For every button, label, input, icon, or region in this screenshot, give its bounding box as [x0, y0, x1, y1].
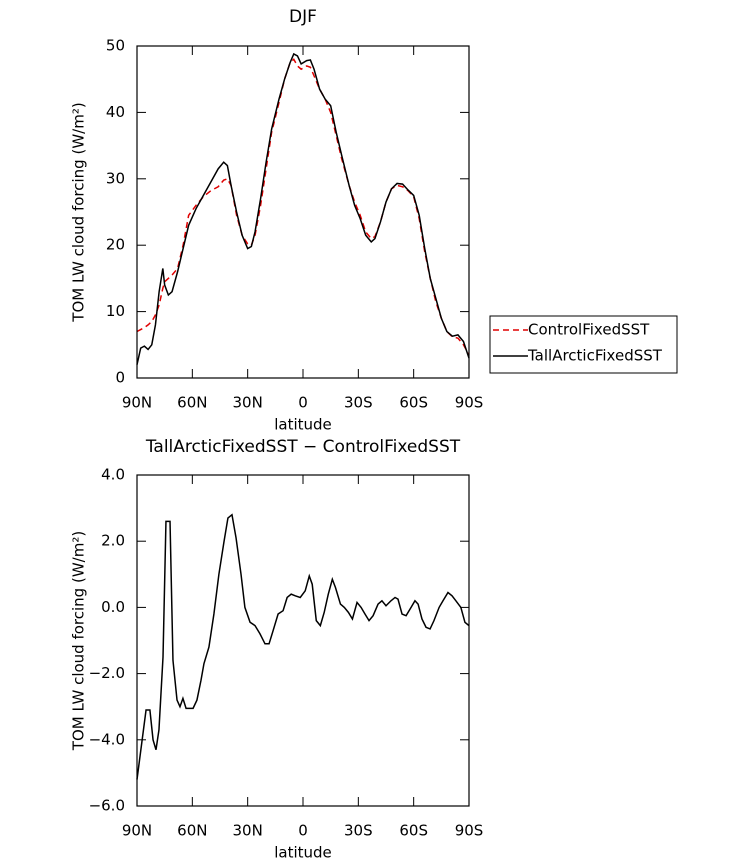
plot-frame	[136, 45, 470, 379]
chart-title: TallArcticFixedSST − ControlFixedSST	[145, 437, 461, 457]
y-tick-label: 2.0	[101, 532, 125, 550]
x-tick-label: 30N	[233, 394, 263, 412]
x-tick-label: 30N	[233, 822, 263, 840]
x-tick-label: 60N	[177, 822, 207, 840]
x-tick-label: 90N	[122, 394, 152, 412]
y-tick-label: 40	[106, 103, 125, 121]
legend-label: TallArcticFixedSST	[527, 347, 663, 365]
y-tick-label: −6.0	[89, 797, 125, 815]
chart-title: DJF	[289, 7, 317, 27]
y-tick-label: 0	[115, 369, 125, 387]
y-axis-label: TOM LW cloud forcing (W/m²)	[70, 102, 88, 322]
y-tick-label: 10	[106, 302, 125, 320]
x-tick-label: 90S	[455, 822, 484, 840]
x-tick-label: 0	[298, 394, 308, 412]
y-axis-label: TOM LW cloud forcing (W/m²)	[70, 531, 88, 751]
legend: ControlFixedSST TallArcticFixedSST	[489, 315, 678, 374]
x-axis-label: latitude	[274, 844, 332, 862]
x-tick-label: 60S	[399, 822, 428, 840]
y-tick-label: 30	[106, 169, 125, 187]
x-tick-label: 60N	[177, 394, 207, 412]
x-tick-label: 30S	[344, 822, 373, 840]
data-line	[136, 58, 470, 356]
y-tick-label: −2.0	[89, 664, 125, 682]
x-axis-label: latitude	[274, 416, 332, 434]
data-line	[136, 52, 470, 365]
legend-box	[489, 315, 678, 374]
legend-label: ControlFixedSST	[528, 321, 650, 339]
x-tick-label: 0	[298, 822, 308, 840]
x-tick-label: 90N	[122, 822, 152, 840]
y-tick-label: −4.0	[89, 730, 125, 748]
data-line	[136, 513, 470, 780]
y-tick-label: 20	[106, 236, 125, 254]
y-tick-label: 4.0	[101, 466, 125, 484]
x-tick-label: 30S	[344, 394, 373, 412]
x-tick-label: 90S	[455, 394, 484, 412]
y-tick-label: 0.0	[101, 598, 125, 616]
plot-frame	[136, 474, 470, 807]
y-tick-label: 50	[106, 37, 125, 55]
x-tick-label: 60S	[399, 394, 428, 412]
